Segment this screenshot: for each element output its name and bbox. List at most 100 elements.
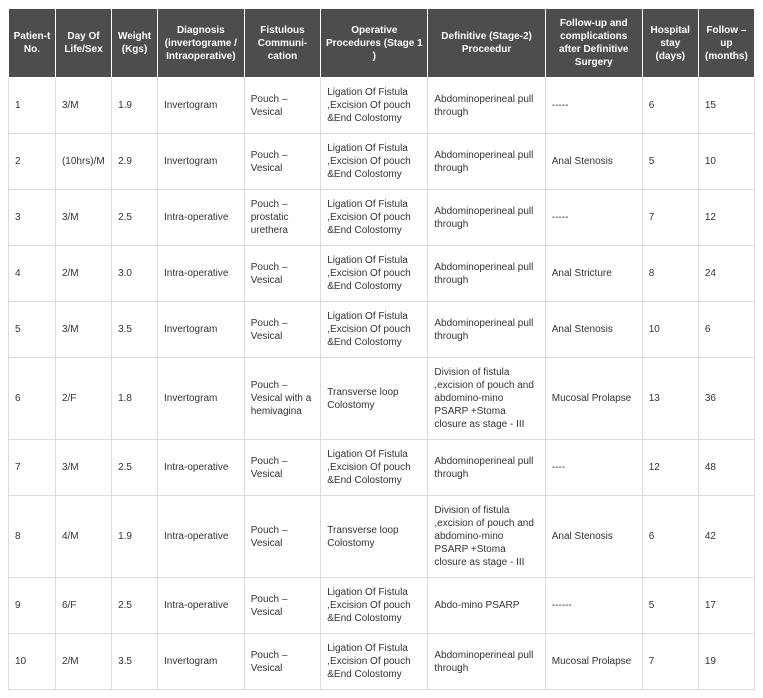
table-cell: 2 [9,134,56,190]
col-fistulous: Fistulous Communi-cation [244,9,321,78]
table-cell: Pouch – Vesical [244,496,321,578]
table-body: 13/M1.9InvertogramPouch – Vesical Ligati… [9,78,755,690]
table-cell: Ligation Of Fistula ,Excision Of pouch &… [321,190,428,246]
table-cell: 3.5 [112,634,158,690]
table-cell: 6 [642,78,698,134]
table-cell: Abdominoperineal pull through [428,190,545,246]
table-cell: 13 [642,358,698,440]
table-cell: 7 [642,634,698,690]
table-cell: ----- [545,190,642,246]
table-cell: Transverse loop Colostomy [321,358,428,440]
table-cell: 42 [698,496,754,578]
table-cell: 7 [9,440,56,496]
table-cell: 3/M [55,440,111,496]
table-cell: 36 [698,358,754,440]
table-row: 102/M3.5InvertogramPouch – VesicalLigati… [9,634,755,690]
table-cell: 10 [642,302,698,358]
table-cell: Pouch – Vesical [244,634,321,690]
table-cell: 1 [9,78,56,134]
col-hospital-stay: Hospital stay (days) [642,9,698,78]
table-cell: 5 [9,302,56,358]
table-row: 73/M2.5Intra-operativePouch – VesicalLig… [9,440,755,496]
table-cell: 4/M [55,496,111,578]
table-cell: 2/M [55,246,111,302]
col-definitive-stage2: Definitive (Stage-2) Proceedur [428,9,545,78]
col-patient-no: Patien-t No. [9,9,56,78]
col-weight: Weight (Kgs) [112,9,158,78]
table-cell: Invertogram [157,302,244,358]
table-cell: Intra-operative [157,246,244,302]
table-cell: 5 [642,134,698,190]
col-followup-months: Follow –up (months) [698,9,754,78]
table-cell: Pouch – Vesical [244,440,321,496]
table-cell: 4 [9,246,56,302]
table-cell: 3 [9,190,56,246]
table-cell: Invertogram [157,358,244,440]
table-cell: 10 [9,634,56,690]
table-row: 2(10hrs)/M2.9InvertogramPouch – VesicalL… [9,134,755,190]
table-cell: 1.9 [112,78,158,134]
table-cell: Ligation Of Fistula ,Excision Of pouch &… [321,634,428,690]
table-row: 33/M2.5Intra-operativePouch – prostatic … [9,190,755,246]
table-cell: 2.9 [112,134,158,190]
table-cell: Pouch – Vesical [244,134,321,190]
table-cell: Invertogram [157,134,244,190]
table-cell: 8 [9,496,56,578]
table-cell: Intra-operative [157,496,244,578]
col-followup-complications: Follow-up and complications after Defini… [545,9,642,78]
table-cell: Ligation Of Fistula ,Excision Of pouch &… [321,440,428,496]
table-cell: Division of fistula ,excision of pouch a… [428,358,545,440]
table-cell: Mucosal Prolapse [545,634,642,690]
table-cell: 3.5 [112,302,158,358]
table-header: Patien-t No. Day Of Life/Sex Weight (Kgs… [9,9,755,78]
table-cell: Anal Stricture [545,246,642,302]
patient-data-table: Patien-t No. Day Of Life/Sex Weight (Kgs… [8,8,755,690]
table-cell: Abdominoperineal pull through [428,246,545,302]
table-cell: 15 [698,78,754,134]
table-row: 13/M1.9InvertogramPouch – Vesical Ligati… [9,78,755,134]
table-row: 42/M3.0Intra-operativePouch – VesicalLig… [9,246,755,302]
table-cell: 12 [642,440,698,496]
table-cell: Pouch – prostatic urethera [244,190,321,246]
table-cell: Abdominoperineal pull through [428,302,545,358]
table-cell: 24 [698,246,754,302]
table-cell: Ligation Of Fistula ,Excision Of pouch &… [321,134,428,190]
table-cell: Ligation Of Fistula ,Excision Of pouch &… [321,78,428,134]
table-cell: 2.5 [112,190,158,246]
table-row: 84/M1.9Intra-operativePouch – VesicalTra… [9,496,755,578]
table-cell: Abdominoperineal pull through [428,634,545,690]
table-cell: 2/F [55,358,111,440]
table-cell: Abdominoperineal pull through [428,440,545,496]
table-cell: 48 [698,440,754,496]
table-cell: Mucosal Prolapse [545,358,642,440]
table-cell: Ligation Of Fistula ,Excision Of pouch &… [321,246,428,302]
table-cell: 1.8 [112,358,158,440]
table-cell: 6 [642,496,698,578]
table-cell: 3/M [55,302,111,358]
table-cell: 2.5 [112,440,158,496]
table-cell: 19 [698,634,754,690]
table-cell: (10hrs)/M [55,134,111,190]
table-cell: Division of fistula ,excision of pouch a… [428,496,545,578]
table-cell: Pouch – Vesical with a hemivagina [244,358,321,440]
col-operative-stage1: Operative Procedures (Stage 1 ) [321,9,428,78]
table-cell: Abdominoperineal pull through [428,134,545,190]
table-cell: Invertogram [157,78,244,134]
table-cell: ----- [545,78,642,134]
table-cell: 2/M [55,634,111,690]
col-diagnosis: Diagnosis (invertograme / Intraoperative… [157,9,244,78]
table-cell: 3/M [55,190,111,246]
table-cell: 1.9 [112,496,158,578]
table-cell: Pouch – Vesical [244,78,321,134]
table-cell: 6 [9,358,56,440]
table-cell: Abdominoperineal pull through [428,78,545,134]
table-cell: Anal Stenosis [545,496,642,578]
table-cell: 12 [698,190,754,246]
table-cell: Anal Stenosis [545,134,642,190]
table-cell: 3.0 [112,246,158,302]
table-cell: 7 [642,190,698,246]
table-cell: Intra-operative [157,190,244,246]
table-cell: Intra-operative [157,440,244,496]
table-cell: 10 [698,134,754,190]
table-cell: 8 [642,246,698,302]
